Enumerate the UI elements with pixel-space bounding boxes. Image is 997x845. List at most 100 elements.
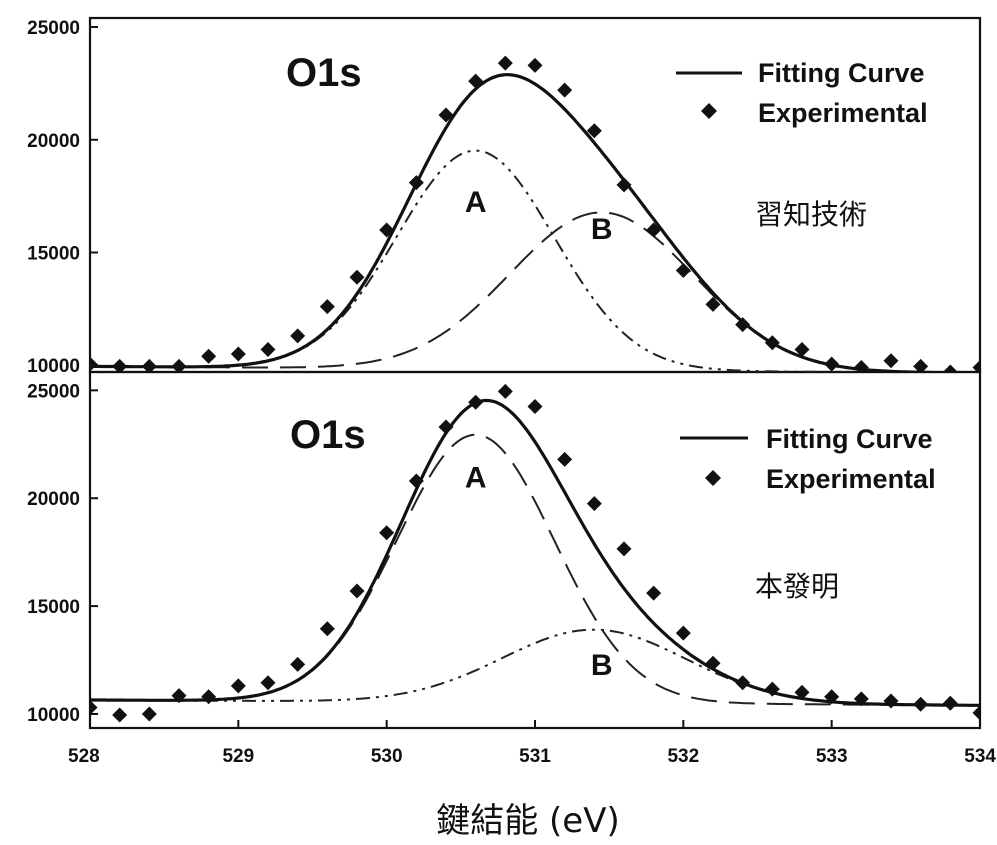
y-tick-label: 20000 bbox=[27, 131, 80, 152]
experimental-point bbox=[913, 696, 929, 712]
experimental-point bbox=[201, 689, 217, 705]
bottom-legend-experimental: Experimental bbox=[766, 464, 936, 494]
experimental-point bbox=[942, 695, 958, 711]
peak-b-curve bbox=[90, 211, 975, 372]
experimental-point bbox=[319, 299, 335, 315]
experimental-point bbox=[794, 684, 810, 700]
experimental-point bbox=[883, 693, 899, 709]
experimental-point bbox=[379, 525, 395, 541]
experimental-point bbox=[230, 678, 246, 694]
experimental-point bbox=[349, 269, 365, 285]
x-tick-label: 533 bbox=[816, 746, 848, 767]
bottom-panel-title: O1s bbox=[290, 413, 366, 457]
experimental-point bbox=[675, 263, 691, 279]
experimental-point bbox=[942, 364, 958, 372]
experimental-point bbox=[527, 399, 543, 415]
y-tick-label: 15000 bbox=[27, 243, 80, 264]
x-tick-label: 532 bbox=[667, 746, 699, 767]
experimental-point bbox=[468, 394, 484, 410]
y-tick-label: 25000 bbox=[27, 381, 80, 402]
experimental-point bbox=[764, 335, 780, 351]
experimental-point bbox=[90, 356, 98, 372]
experimental-point bbox=[616, 177, 632, 193]
experimental-point bbox=[90, 700, 98, 716]
experimental-point bbox=[141, 706, 157, 722]
experimental-point bbox=[913, 358, 929, 372]
y-tick-label: 10000 bbox=[27, 705, 80, 726]
experimental-point bbox=[497, 383, 513, 399]
experimental-point bbox=[972, 359, 980, 372]
experimental-point bbox=[735, 675, 751, 691]
top-legend-experimental: Experimental bbox=[758, 98, 928, 128]
x-tick-label: 529 bbox=[222, 746, 254, 767]
top-legend-fitting: Fitting Curve bbox=[758, 58, 925, 88]
y-tick-label: 10000 bbox=[27, 356, 80, 377]
experimental-point bbox=[557, 451, 573, 467]
bottom-panel-annotation: 本發明 bbox=[755, 570, 839, 603]
x-tick-label: 530 bbox=[371, 746, 403, 767]
experimental-point bbox=[408, 175, 424, 191]
experimental-point bbox=[438, 419, 454, 435]
top-legend-diamond-swatch bbox=[701, 103, 717, 119]
top-legend: Fitting Curve Experimental bbox=[676, 58, 928, 128]
y-tick-label: 20000 bbox=[27, 489, 80, 510]
experimental-point bbox=[646, 222, 662, 238]
x-tick-label: 534 bbox=[964, 746, 996, 767]
experimental-point bbox=[112, 358, 128, 372]
bottom-legend-fitting: Fitting Curve bbox=[766, 424, 933, 454]
experimental-point bbox=[408, 473, 424, 489]
experimental-point bbox=[764, 681, 780, 697]
experimental-point bbox=[586, 123, 602, 139]
experimental-point bbox=[349, 583, 365, 599]
experimental-point bbox=[675, 625, 691, 641]
bottom-legend: Fitting Curve Experimental bbox=[680, 424, 936, 494]
experimental-point bbox=[438, 107, 454, 123]
experimental-point bbox=[201, 348, 217, 364]
experimental-point bbox=[290, 328, 306, 344]
experimental-point bbox=[616, 541, 632, 557]
experimental-point bbox=[794, 341, 810, 357]
experimental-point bbox=[557, 82, 573, 98]
experimental-point bbox=[468, 73, 484, 89]
experimental-point bbox=[230, 346, 246, 362]
experimental-point bbox=[853, 359, 869, 372]
labels-layer: A B 10000 15000 20000 25000 A B 10000 15000 20000 2… bbox=[27, 18, 996, 767]
peak-a-curve bbox=[90, 149, 969, 372]
peak-b-curve bbox=[90, 628, 980, 707]
experimental-point bbox=[853, 691, 869, 707]
x-tick-label: 528 bbox=[68, 746, 100, 767]
experimental-point bbox=[824, 356, 840, 372]
y-tick-label: 15000 bbox=[27, 597, 80, 618]
experimental-point bbox=[379, 222, 395, 238]
experimental-point bbox=[735, 317, 751, 333]
peak-a-curve bbox=[90, 433, 980, 707]
peak-b-label: B bbox=[591, 213, 613, 246]
experimental-point bbox=[972, 705, 980, 721]
bottom-panel bbox=[90, 383, 980, 723]
top-panel-annotation: 習知技術 bbox=[755, 198, 867, 231]
experimental-point bbox=[646, 585, 662, 601]
peak-a-label: A bbox=[465, 461, 487, 494]
experimental-point bbox=[171, 358, 187, 372]
experimental-point bbox=[260, 675, 276, 691]
experimental-point bbox=[141, 358, 157, 372]
experimental-point bbox=[586, 496, 602, 512]
experimental-point bbox=[705, 296, 721, 312]
bottom-legend-diamond-swatch bbox=[705, 470, 721, 486]
experimental-point bbox=[112, 707, 128, 723]
x-axis-label: 鍵結能 (eV) bbox=[436, 801, 620, 841]
experimental-point bbox=[497, 55, 513, 71]
top-panel bbox=[90, 55, 980, 372]
experimental-point bbox=[824, 689, 840, 705]
top-panel-title: O1s bbox=[286, 51, 362, 95]
experimental-point bbox=[260, 341, 276, 357]
experimental-point bbox=[883, 353, 899, 369]
experimental-point bbox=[705, 655, 721, 671]
peak-a-label: A bbox=[465, 186, 487, 219]
experimental-point bbox=[290, 656, 306, 672]
x-tick-label: 531 bbox=[519, 746, 551, 767]
peak-b-label: B bbox=[591, 649, 613, 682]
experimental-point bbox=[527, 57, 543, 73]
experimental-point bbox=[319, 621, 335, 637]
